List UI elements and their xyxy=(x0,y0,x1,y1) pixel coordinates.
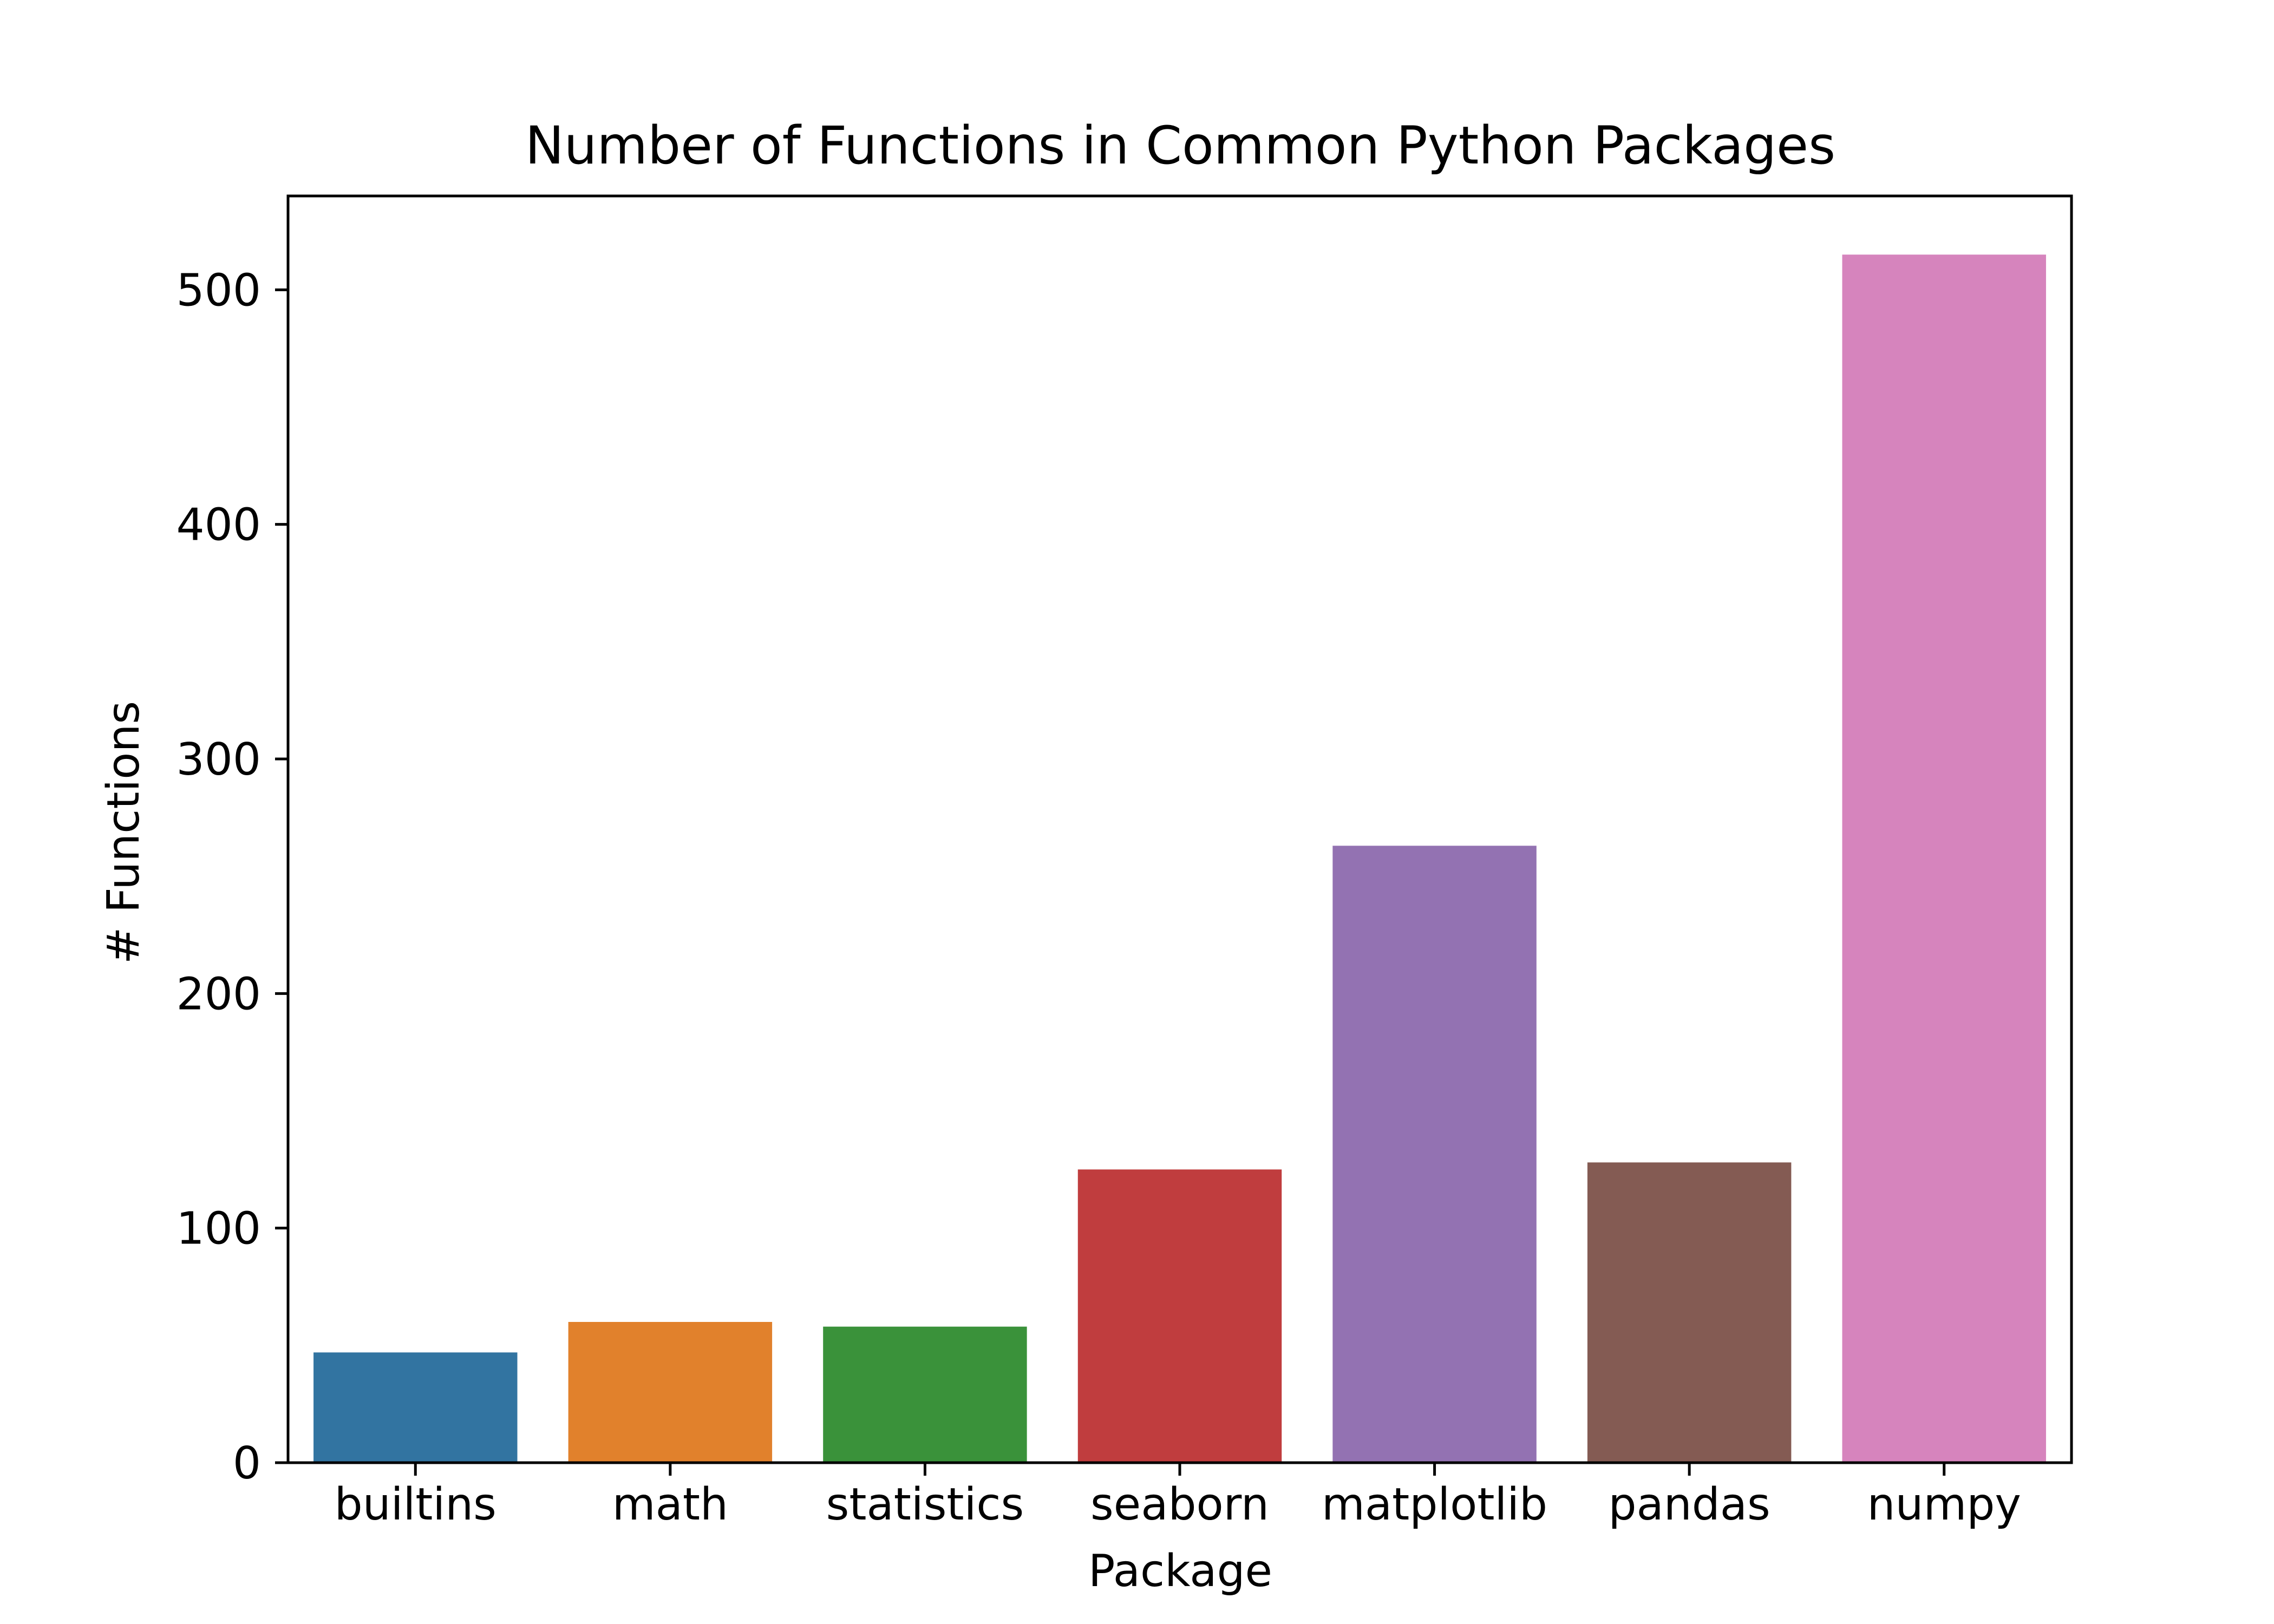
bar-pandas xyxy=(1587,1162,1792,1463)
x-tick-label-statistics: statistics xyxy=(826,1479,1024,1530)
x-axis-label: Package xyxy=(1088,1546,1272,1597)
x-tick-label-builtins: builtins xyxy=(335,1479,496,1530)
y-axis-label: # Functions xyxy=(98,701,149,964)
x-tick-label-numpy: numpy xyxy=(1867,1479,2021,1530)
bar-builtins xyxy=(313,1352,518,1463)
plot-area-frame xyxy=(286,194,2073,1464)
y-tick-label-0: 0 xyxy=(233,1438,261,1489)
y-axis: 0 100 200 300 400 500 xyxy=(176,265,288,1489)
x-tick-label-pandas: pandas xyxy=(1608,1479,1770,1530)
y-tick-label-400: 400 xyxy=(176,500,261,551)
y-tick-label-200: 200 xyxy=(176,968,261,1020)
bar-matplotlib xyxy=(1332,846,1537,1463)
y-tick-label-500: 500 xyxy=(176,265,261,316)
bar-series xyxy=(313,254,2046,1463)
x-tick-label-seaborn: seaborn xyxy=(1090,1479,1269,1530)
x-tick-label-matplotlib: matplotlib xyxy=(1322,1479,1547,1530)
bar-numpy xyxy=(1842,254,2046,1463)
bar-seaborn xyxy=(1077,1169,1282,1463)
x-tick-label-math: math xyxy=(612,1479,728,1530)
y-tick-label-300: 300 xyxy=(176,734,261,785)
x-axis: builtins math statistics seaborn matplotlib p… xyxy=(335,1463,2021,1530)
chart-title: Number of Functions in Common Python Pac… xyxy=(525,115,1835,176)
bar-math xyxy=(568,1322,773,1463)
bar-statistics xyxy=(823,1326,1027,1463)
y-tick-label-100: 100 xyxy=(176,1203,261,1255)
